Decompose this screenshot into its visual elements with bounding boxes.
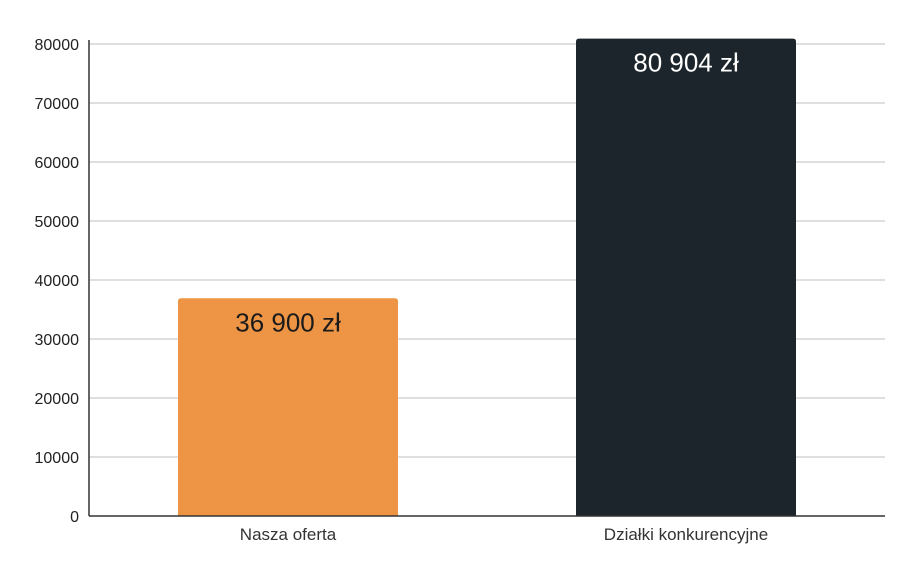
y-tick-label: 50000 — [35, 214, 80, 231]
y-tick-label: 10000 — [35, 450, 80, 467]
y-tick-label: 80000 — [35, 37, 80, 54]
y-tick-label: 30000 — [35, 332, 80, 349]
category-label: Nasza oferta — [240, 525, 337, 544]
category-labels: Nasza oferta Działki konkurencyjne — [240, 525, 768, 544]
bar-1 — [178, 298, 398, 516]
y-tick-label: 40000 — [35, 273, 80, 290]
axes — [88, 40, 885, 517]
bar-2 — [576, 38, 796, 516]
data-labels: 36 900 zł 80 904 zł — [235, 48, 739, 338]
y-tick-label: 20000 — [35, 391, 80, 408]
bars — [178, 38, 796, 516]
y-tick-label: 0 — [70, 509, 79, 526]
data-label: 36 900 zł — [235, 307, 341, 337]
y-tick-label: 70000 — [35, 96, 80, 113]
data-label: 80 904 zł — [633, 48, 739, 78]
y-tick-labels: 0 10000 20000 30000 40000 50000 60000 70000 8000… — [35, 37, 80, 526]
category-label: Działki konkurencyjne — [604, 525, 768, 544]
y-tick-label: 60000 — [35, 155, 80, 172]
